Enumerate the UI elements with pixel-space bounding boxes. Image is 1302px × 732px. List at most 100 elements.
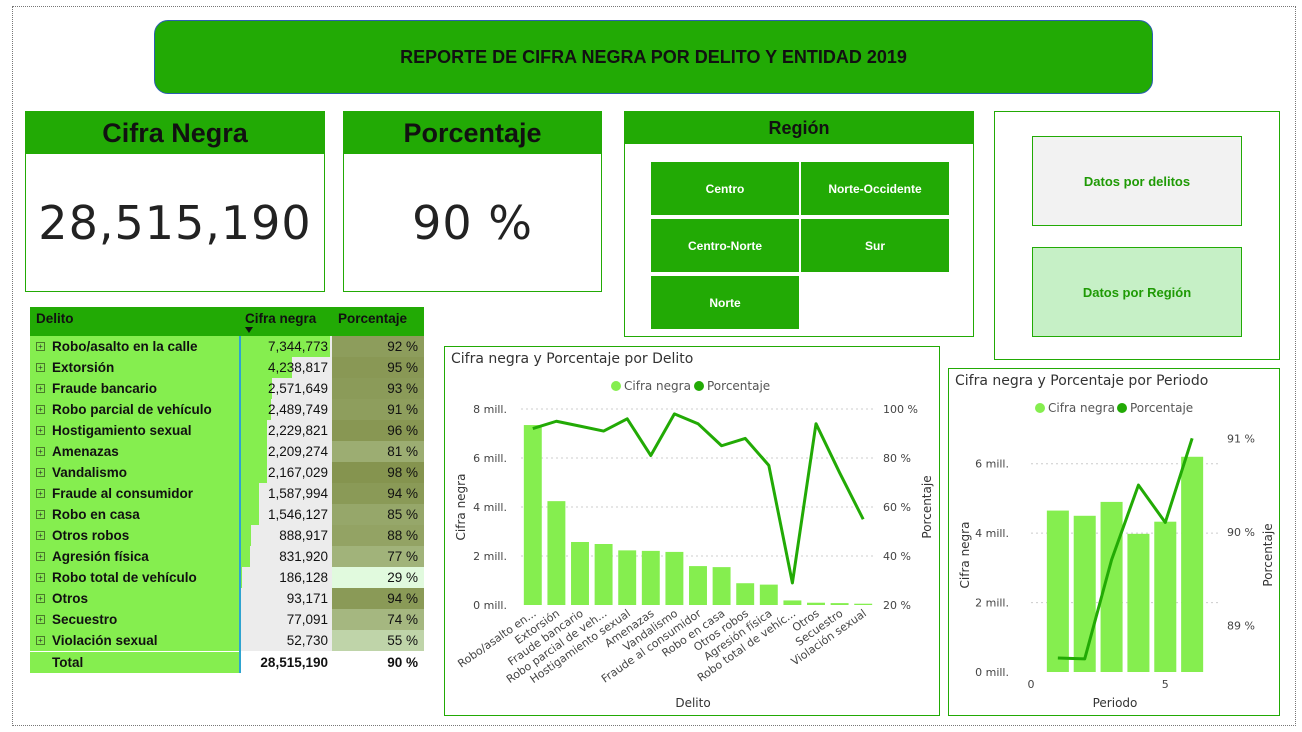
kpi-card-porcentaje: Porcentaje 90 % xyxy=(343,111,602,292)
expand-icon[interactable]: + xyxy=(36,510,45,519)
bar-cifra-negra xyxy=(712,567,731,605)
cifra-databar xyxy=(240,441,267,462)
cifra-cell: 2,489,749 xyxy=(240,399,332,420)
header-porcentaje[interactable]: Porcentaje xyxy=(338,311,408,326)
y2-tick-label: 90 % xyxy=(1227,526,1255,539)
porcentaje-cell: 93 % xyxy=(332,378,424,399)
porcentaje-value: 85 % xyxy=(387,507,418,522)
x-tick-label: 5 xyxy=(1162,678,1169,691)
table-row[interactable]: + Hostigamiento sexual 2,229,821 96 % xyxy=(30,420,424,441)
header-delito[interactable]: Delito xyxy=(36,311,74,326)
header-cifra-negra[interactable]: Cifra negra xyxy=(245,311,317,326)
cifra-cell: 2,229,821 xyxy=(240,420,332,441)
region-button-norte[interactable]: Norte xyxy=(651,276,799,329)
porcentaje-value: 74 % xyxy=(387,612,418,627)
expand-icon[interactable]: + xyxy=(36,636,45,645)
delito-name-cell: + Secuestro xyxy=(30,609,240,630)
region-button-centro[interactable]: Centro xyxy=(651,162,799,215)
chart-title: Cifra negra y Porcentaje por Periodo xyxy=(955,373,1208,389)
expand-icon[interactable]: + xyxy=(36,363,45,372)
table-row[interactable]: + Fraude bancario 2,571,649 93 % xyxy=(30,378,424,399)
y2-axis-title: Porcentaje xyxy=(920,475,934,538)
expand-icon[interactable]: + xyxy=(36,468,45,477)
porcentaje-value: 96 % xyxy=(387,423,418,438)
delito-name-cell: + Violación sexual xyxy=(30,630,240,651)
table-row[interactable]: + Secuestro 77,091 74 % xyxy=(30,609,424,630)
delito-name: Robo en casa xyxy=(52,507,140,522)
table-row[interactable]: + Robo en casa 1,546,127 85 % xyxy=(30,504,424,525)
porcentaje-cell: 94 % xyxy=(332,588,424,609)
y-axis-title: Cifra negra xyxy=(958,522,972,589)
delito-name-cell: + Amenazas xyxy=(30,441,240,462)
porcentaje-cell: 55 % xyxy=(332,630,424,651)
x-axis-title: Periodo xyxy=(1093,696,1138,710)
report-title: REPORTE DE CIFRA NEGRA POR DELITO Y ENTI… xyxy=(400,46,907,67)
table-row[interactable]: + Robo total de vehículo 186,128 29 % xyxy=(30,567,424,588)
cifra-cell: 831,920 xyxy=(240,546,332,567)
datos-por-delitos-button[interactable]: Datos por delitos xyxy=(1032,136,1242,226)
kpi-card-cifra-negra: Cifra Negra 28,515,190 xyxy=(25,111,325,292)
table-row[interactable]: + Agresión física 831,920 77 % xyxy=(30,546,424,567)
cifra-value: 2,229,821 xyxy=(267,423,328,438)
table-row[interactable]: + Violación sexual 52,730 55 % xyxy=(30,630,424,651)
expand-icon[interactable]: + xyxy=(36,573,45,582)
cifra-cell: 2,209,274 xyxy=(240,441,332,462)
bar-cifra-negra xyxy=(1046,510,1069,672)
expand-icon[interactable]: + xyxy=(36,447,45,456)
delito-name-cell: + Hostigamiento sexual xyxy=(30,420,240,441)
cifra-value: 186,128 xyxy=(279,570,328,585)
kpi-porcentaje-value: 90 % xyxy=(412,195,533,250)
delito-name: Secuestro xyxy=(52,612,118,627)
expand-icon[interactable]: + xyxy=(36,405,45,414)
expand-icon[interactable]: + xyxy=(36,615,45,624)
bar-cifra-negra xyxy=(571,541,589,605)
expand-icon[interactable]: + xyxy=(36,489,45,498)
legend-marker-porcentaje xyxy=(1117,403,1127,413)
cifra-databar xyxy=(240,546,250,567)
expand-icon[interactable]: + xyxy=(36,531,45,540)
expand-icon[interactable]: + xyxy=(36,342,45,351)
y-tick-label: 0 mill. xyxy=(473,599,507,612)
expand-icon[interactable]: + xyxy=(36,594,45,603)
chart-por-delito: Cifra negra y Porcentaje por Delito Cifra… xyxy=(444,346,940,716)
datos-por-region-button[interactable]: Datos por Región xyxy=(1032,247,1242,337)
region-button-centro-norte[interactable]: Centro-Norte xyxy=(651,219,799,272)
table-row[interactable]: + Amenazas 2,209,274 81 % xyxy=(30,441,424,462)
report-frame xyxy=(12,6,1296,726)
table-row[interactable]: + Robo parcial de vehículo 2,489,749 91 % xyxy=(30,399,424,420)
expand-icon[interactable]: + xyxy=(36,384,45,393)
total-label: Total xyxy=(30,652,240,673)
table-row[interactable]: + Robo/asalto en la calle 7,344,773 92 % xyxy=(30,336,424,357)
y-tick-label: 6 mill. xyxy=(473,452,507,465)
table-row[interactable]: + Extorsión 4,238,817 95 % xyxy=(30,357,424,378)
delito-name-cell: + Robo total de vehículo xyxy=(30,567,240,588)
cifra-cell: 52,730 xyxy=(240,630,332,651)
y2-axis-title: Porcentaje xyxy=(1261,523,1275,586)
bar-cifra-negra xyxy=(1181,456,1204,672)
line-porcentaje xyxy=(1057,437,1194,661)
cifra-cell: 2,167,029 xyxy=(240,462,332,483)
porcentaje-value: 81 % xyxy=(387,444,418,459)
region-button-norte-occidente[interactable]: Norte-Occidente xyxy=(801,162,949,215)
bar-cifra-negra xyxy=(618,550,637,605)
cifra-value: 1,546,127 xyxy=(267,507,328,522)
bar-cifra-negra xyxy=(807,602,825,605)
y-tick-label: 4 mill. xyxy=(473,501,507,514)
delito-name: Agresión física xyxy=(52,549,149,564)
region-button-sur[interactable]: Sur xyxy=(801,219,949,272)
table-row[interactable]: + Otros 93,171 94 % xyxy=(30,588,424,609)
table-total-row: Total 28,515,190 90 % xyxy=(30,652,424,673)
delito-name: Robo total de vehículo xyxy=(52,570,197,585)
table-row[interactable]: + Fraude al consumidor 1,587,994 94 % xyxy=(30,483,424,504)
y2-tick-label: 91 % xyxy=(1227,432,1255,445)
table-row[interactable]: + Vandalismo 2,167,029 98 % xyxy=(30,462,424,483)
cifra-cell: 1,587,994 xyxy=(240,483,332,504)
y-tick-label: 4 mill. xyxy=(975,527,1009,540)
cifra-cell: 4,238,817 xyxy=(240,357,332,378)
cifra-cell: 1,546,127 xyxy=(240,504,332,525)
expand-icon[interactable]: + xyxy=(36,426,45,435)
bar-cifra-negra xyxy=(783,600,802,605)
expand-icon[interactable]: + xyxy=(36,552,45,561)
table-row[interactable]: + Otros robos 888,917 88 % xyxy=(30,525,424,546)
cifra-cell: 888,917 xyxy=(240,525,332,546)
